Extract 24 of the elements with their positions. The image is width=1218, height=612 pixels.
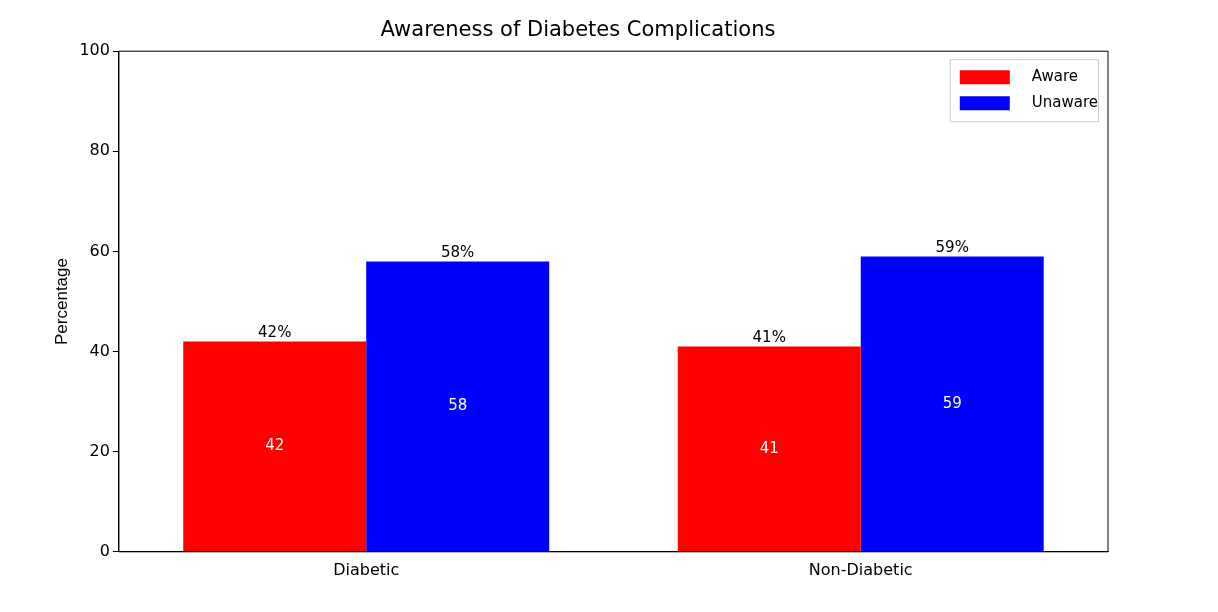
y-tick-label: 60: [89, 240, 110, 260]
y-tick-label: 100: [79, 40, 110, 60]
annotation: 41%: [752, 327, 786, 346]
data-label: 58: [448, 396, 468, 415]
legend-label: Unaware: [1031, 93, 1099, 112]
annotation: 42%: [258, 322, 292, 341]
data-label: 41: [759, 438, 779, 457]
bar: [860, 256, 1044, 552]
bar: [366, 261, 550, 552]
data-label: 59: [942, 393, 962, 412]
data-label: 42: [265, 436, 285, 455]
x-tick-label: Non-Diabetic: [808, 559, 913, 579]
y-tick-label: 40: [89, 340, 110, 360]
y-tick-label: 20: [89, 440, 110, 460]
annotation: 59%: [935, 237, 969, 256]
bar: [677, 346, 861, 552]
y-tick-label: 0: [99, 540, 110, 560]
bar: [183, 341, 367, 552]
y-axis-title: Percentage: [51, 258, 71, 345]
y-tick-label: 80: [89, 140, 110, 160]
legend-label: Aware: [1031, 67, 1078, 86]
annotation: 58%: [441, 242, 475, 261]
chart-title: Awareness of Diabetes Complications: [380, 17, 776, 42]
x-tick-label: Diabetic: [333, 559, 400, 579]
